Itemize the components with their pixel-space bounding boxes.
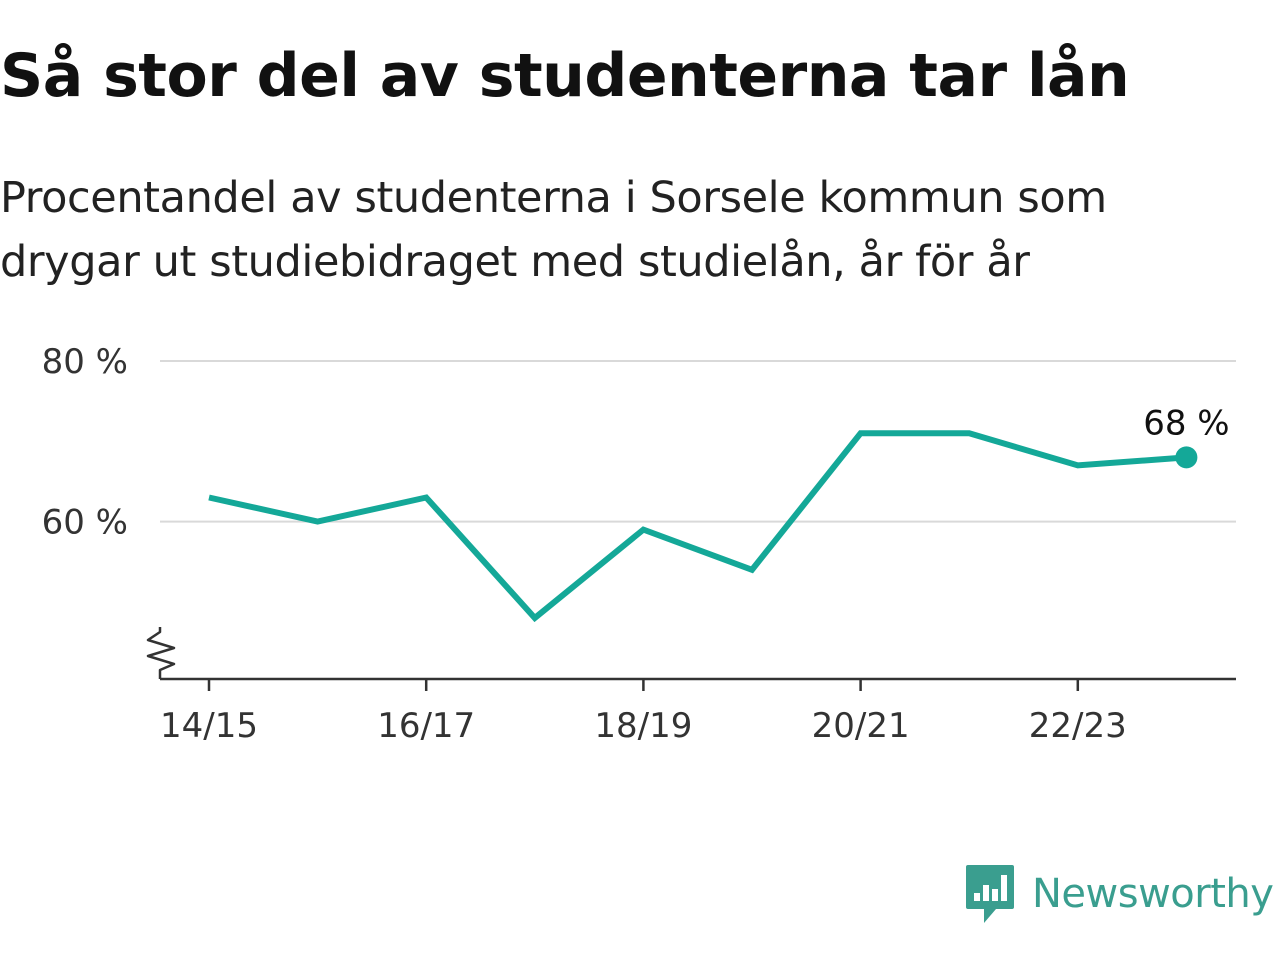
brand-name: Newsworthy <box>1032 871 1274 917</box>
x-axis-ticks: 14/15 16/17 18/19 20/21 22/23 <box>160 679 1127 746</box>
axis-break-icon <box>146 627 176 679</box>
chart-subtitle: Procentandel av studenterna i Sorsele ko… <box>0 173 1107 287</box>
x-tick-label: 22/23 <box>1029 706 1127 746</box>
x-tick-label: 20/21 <box>812 706 910 746</box>
series-line <box>208 430 1187 623</box>
y-axis-labels: 60 % 80 % <box>42 342 128 543</box>
brand-footer: Newsworthy <box>964 862 1274 926</box>
y-tick-label: 80 % <box>42 342 128 382</box>
last-data-point <box>1175 446 1198 469</box>
x-axis <box>146 627 1236 681</box>
x-tick-label: 14/15 <box>160 706 258 746</box>
x-tick-label: 16/17 <box>377 706 475 746</box>
gridlines <box>160 360 1236 523</box>
last-value-label: 68 % <box>1143 403 1229 443</box>
y-tick-label: 60 % <box>42 503 128 543</box>
x-tick-label: 18/19 <box>594 706 692 746</box>
chart-title: Så stor del av studenterna tar lån <box>0 41 1130 111</box>
newsworthy-logo-icon <box>966 865 1014 923</box>
series-layer: 68 % <box>208 403 1230 623</box>
